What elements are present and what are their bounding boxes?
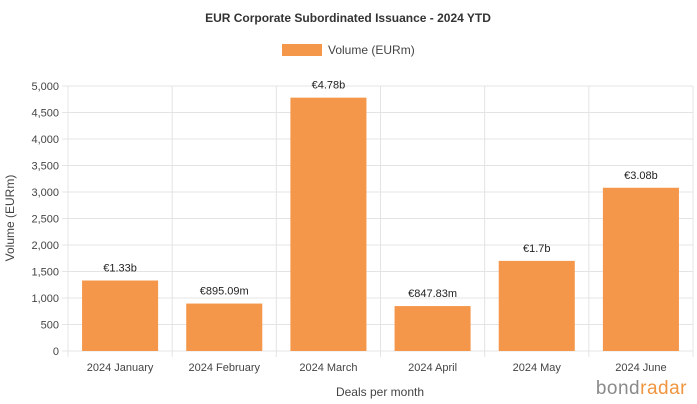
bar[interactable] xyxy=(290,97,367,351)
legend-swatch xyxy=(282,44,322,56)
legend-label: Volume (EURm) xyxy=(328,43,415,57)
bar-data-label: €1.33b xyxy=(103,263,137,275)
bar[interactable] xyxy=(498,260,575,351)
bondradar-logo: bondradar xyxy=(595,378,687,399)
y-tick-label: 1,500 xyxy=(31,267,59,279)
x-tick-label: 2024 May xyxy=(513,362,562,374)
bar-data-label: €1.7b xyxy=(523,243,551,255)
y-tick-label: 1,000 xyxy=(31,293,59,305)
y-tick-label: 4,000 xyxy=(31,134,59,146)
bars: €1.33b €895.09m €4.78b €847.83m €1.7b €3.08b xyxy=(82,80,679,351)
bar-data-label: €3.08b xyxy=(624,170,658,182)
y-axis-ticks: 0 500 1,000 1,500 2,000 2,500 3,000 3,500 4,000 4… xyxy=(31,81,59,358)
x-tick-label: 2024 June xyxy=(615,362,666,374)
bar[interactable] xyxy=(82,280,159,351)
y-tick-label: 3,500 xyxy=(31,161,59,173)
y-tick-label: 5,000 xyxy=(31,81,59,93)
x-axis-label: Deals per month xyxy=(336,385,424,399)
bar[interactable] xyxy=(186,303,263,351)
bar-data-label: €847.83m xyxy=(408,288,457,300)
x-tick-label: 2024 February xyxy=(188,362,260,374)
x-tick-label: 2024 March xyxy=(299,362,357,374)
y-tick-label: 2,500 xyxy=(31,214,59,226)
y-tick-label: 4,500 xyxy=(31,108,59,120)
bar[interactable] xyxy=(602,187,679,351)
bar-data-label: €4.78b xyxy=(312,80,346,92)
y-tick-label: 3,000 xyxy=(31,187,59,199)
gridlines xyxy=(62,85,694,357)
y-tick-label: 2,000 xyxy=(31,240,59,252)
chart-title: EUR Corporate Subordinated Issuance - 20… xyxy=(205,11,491,25)
bar-data-label: €895.09m xyxy=(200,286,249,298)
legend[interactable]: Volume (EURm) xyxy=(282,43,415,57)
bar[interactable] xyxy=(394,306,471,351)
x-axis-ticks: 2024 January 2024 February 2024 March 2024 … xyxy=(87,362,667,374)
x-tick-label: 2024 January xyxy=(87,362,154,374)
y-tick-label: 500 xyxy=(41,320,59,332)
y-axis-label: Volume (EURm) xyxy=(3,175,17,262)
y-tick-label: 0 xyxy=(53,346,59,358)
x-tick-label: 2024 April xyxy=(408,362,457,374)
